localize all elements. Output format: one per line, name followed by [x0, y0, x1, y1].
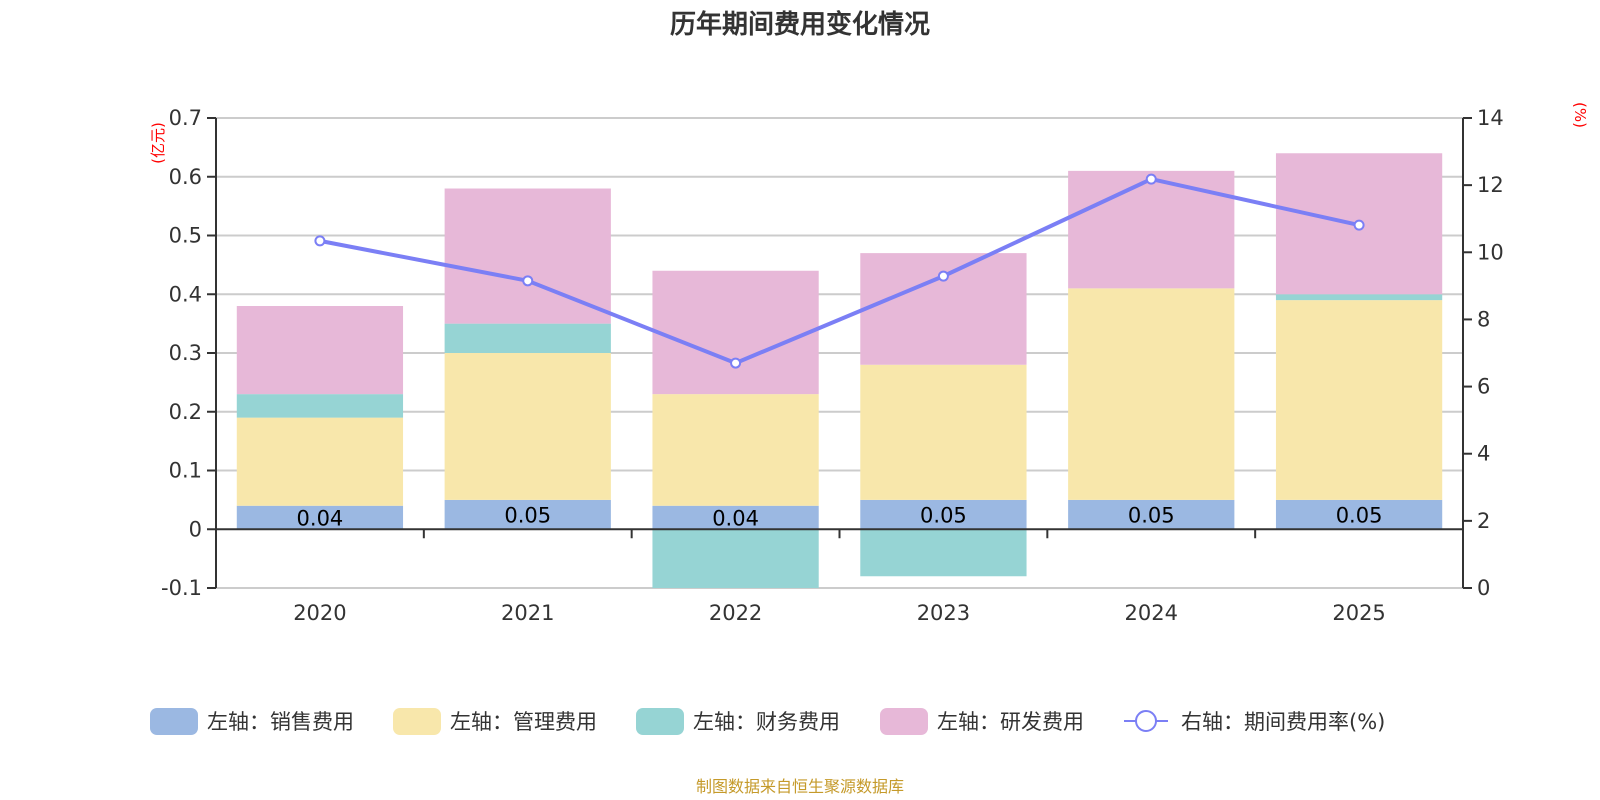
right-tick-label: 8 — [1477, 307, 1490, 331]
left-axis-ticks: -0.1 0 0.1 0.2 0.3 0.4 0.5 0.6 0.7 — [161, 106, 216, 600]
x-tick-label: 2024 — [1125, 601, 1178, 625]
x-tick-label: 2025 — [1332, 601, 1385, 625]
right-tick-label: 12 — [1477, 173, 1504, 197]
left-tick-label: 0.1 — [169, 459, 202, 483]
data-label: 0.05 — [1336, 504, 1383, 528]
right-axis-ticks: 0 2 4 6 8 10 12 14 — [1463, 106, 1504, 600]
bar-segment — [236, 417, 404, 506]
rate-point — [1145, 173, 1157, 185]
right-tick-label: 6 — [1477, 375, 1490, 399]
left-axis-unit: (亿元) — [149, 122, 167, 164]
bar-segment — [1068, 499, 1235, 530]
left-tick-label: 0.5 — [169, 224, 202, 248]
bars — [236, 153, 1443, 588]
rate-point — [730, 357, 742, 369]
x-axis-ticks: 2020 2021 2022 2023 2024 2025 — [293, 529, 1386, 625]
rate-point — [314, 235, 326, 247]
legend-label: 左轴：研发费用 — [937, 710, 1084, 734]
bar-segment — [1068, 288, 1235, 500]
rate-line — [314, 173, 1365, 369]
bar-segment — [1275, 499, 1443, 530]
x-tick-label: 2023 — [917, 601, 970, 625]
right-tick-label: 14 — [1477, 106, 1504, 130]
legend: 左轴：销售费用 左轴：管理费用 左轴：财务费用 左轴：研发费用 右轴：期间费用率(%) — [150, 708, 1385, 735]
left-tick-label: 0.6 — [169, 165, 202, 189]
bar-segment — [860, 499, 1027, 530]
bar-segment — [1275, 294, 1443, 301]
legend-swatch — [636, 708, 684, 735]
data-label: 0.04 — [297, 507, 344, 531]
bar-segment — [236, 394, 404, 418]
left-tick-label: 0.3 — [169, 341, 202, 365]
bar-segment — [860, 529, 1027, 577]
data-label: 0.05 — [504, 504, 551, 528]
source-note: 制图数据来自恒生聚源数据库 — [696, 777, 904, 796]
bar-segment — [444, 323, 611, 353]
left-tick-label: 0.7 — [169, 106, 202, 130]
legend-label: 左轴：销售费用 — [207, 710, 354, 734]
left-tick-label: 0.4 — [169, 282, 202, 306]
legend-label: 右轴：期间费用率(%) — [1181, 710, 1385, 734]
x-tick-label: 2022 — [709, 601, 762, 625]
grid-lines — [216, 117, 1463, 589]
x-tick-label: 2021 — [501, 601, 554, 625]
bar-segment — [860, 364, 1027, 500]
bar-segment — [1275, 300, 1443, 500]
bar-segment — [444, 353, 611, 500]
bar-segment — [1068, 170, 1235, 289]
right-tick-label: 2 — [1477, 509, 1490, 533]
bar-segment — [236, 505, 404, 530]
bar-segment — [444, 499, 611, 530]
left-tick-label: 0 — [189, 517, 202, 541]
bar-segment — [652, 505, 819, 530]
legend-swatch — [880, 708, 928, 735]
chart-title: 历年期间费用变化情况 — [670, 9, 930, 40]
right-tick-label: 0 — [1477, 576, 1490, 600]
right-tick-label: 10 — [1477, 240, 1504, 264]
rate-point — [937, 270, 949, 282]
data-label: 0.05 — [1128, 504, 1175, 528]
legend-swatch — [150, 708, 198, 735]
right-axis-unit: (%) — [1571, 102, 1589, 128]
data-labels: 0.04 0.05 0.04 0.05 0.05 0.05 — [297, 504, 1383, 531]
legend-label: 左轴：财务费用 — [693, 710, 840, 734]
bar-segment — [652, 394, 819, 506]
legend-label: 左轴：管理费用 — [450, 710, 597, 734]
bar-segment — [652, 529, 819, 588]
bar-segment — [236, 306, 404, 395]
bar-segment — [860, 253, 1027, 365]
legend-swatch — [393, 708, 441, 735]
legend-marker — [1135, 710, 1157, 732]
left-tick-label: 0.2 — [169, 400, 202, 424]
rate-point — [1353, 219, 1365, 231]
right-tick-label: 4 — [1477, 442, 1490, 466]
rate-line-path — [319, 177, 1360, 366]
data-label: 0.05 — [920, 504, 967, 528]
x-tick-label: 2020 — [293, 601, 346, 625]
bar-segment — [652, 270, 819, 395]
left-tick-label: -0.1 — [161, 576, 202, 600]
rate-point — [522, 275, 534, 287]
data-label: 0.04 — [712, 507, 759, 531]
